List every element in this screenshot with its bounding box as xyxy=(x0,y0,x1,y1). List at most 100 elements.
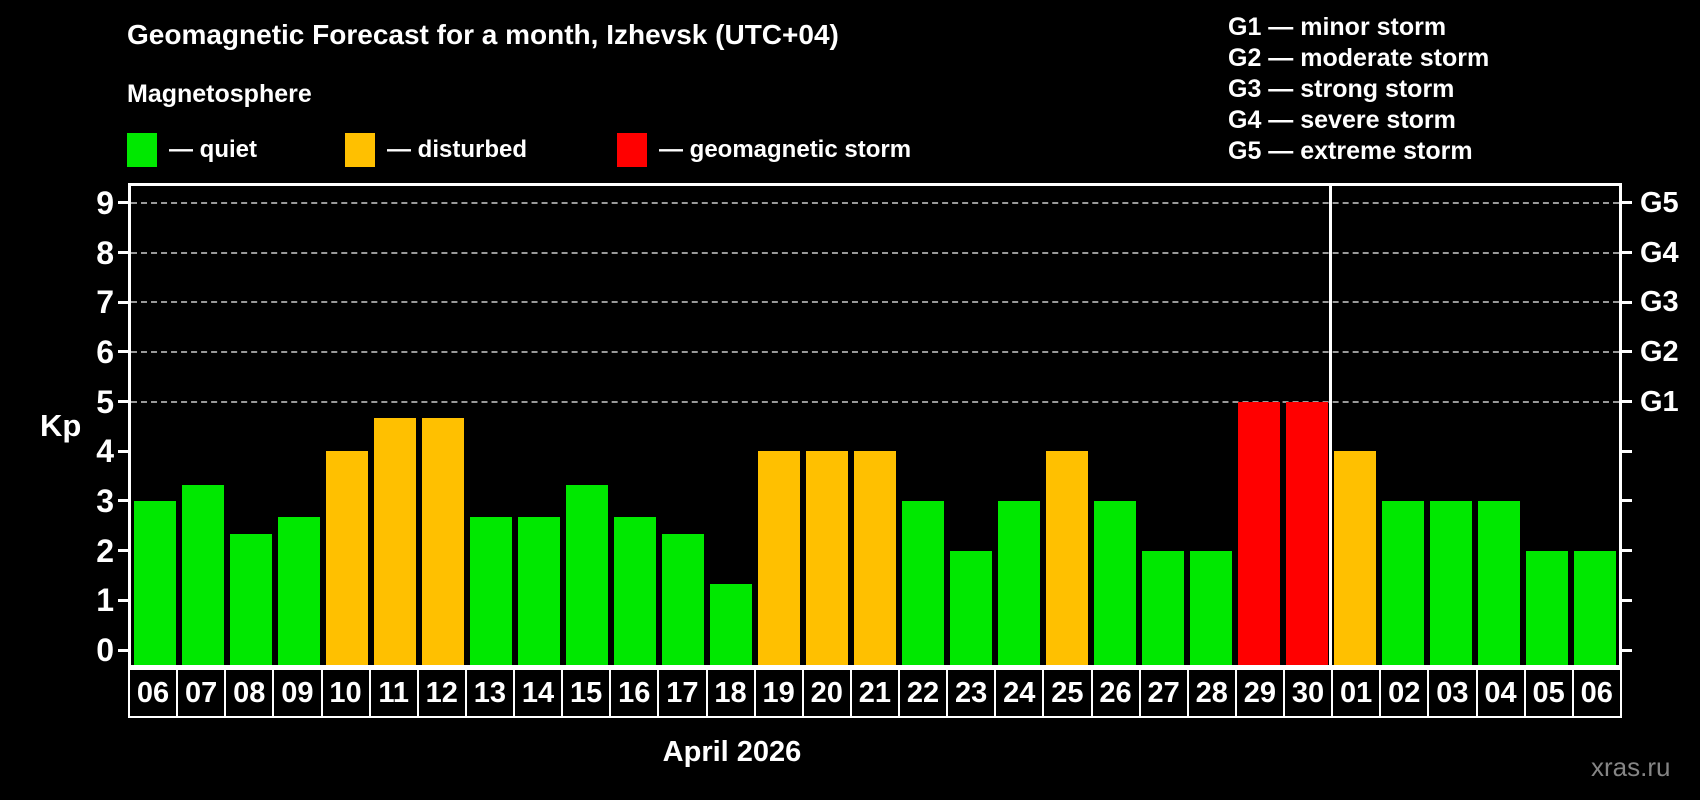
gridline-kp6 xyxy=(131,350,1619,353)
g-scale-legend-line: G3 — strong storm xyxy=(1228,75,1455,103)
y-axis-tick-right-2 xyxy=(1622,549,1632,553)
day-label-11: 11 xyxy=(371,670,419,716)
day-label-07: 07 xyxy=(178,670,227,716)
kp-bar-day-07 xyxy=(182,484,224,665)
y-axis-tick-right-9 xyxy=(1622,201,1632,205)
day-label-22: 22 xyxy=(900,670,949,716)
g-scale-legend-line: G4 — severe storm xyxy=(1228,106,1456,134)
gridline-kp8 xyxy=(131,251,1619,254)
g-scale-legend-line: G2 — moderate storm xyxy=(1228,44,1490,72)
y-axis-tick-right-4 xyxy=(1622,449,1632,453)
y-axis-tick-right-5 xyxy=(1622,400,1632,404)
day-label-29: 29 xyxy=(1237,670,1285,716)
day-label-15: 15 xyxy=(563,670,612,716)
y-axis-tick-left-4 xyxy=(118,449,128,453)
legend-label: — disturbed xyxy=(387,136,528,163)
legend-label: — quiet xyxy=(169,136,257,163)
day-label-08: 08 xyxy=(226,670,275,716)
legend-label: — geomagnetic storm xyxy=(659,136,912,163)
legend-swatch-quiet xyxy=(127,133,157,167)
day-label-24: 24 xyxy=(996,670,1045,716)
day-label-next-05: 05 xyxy=(1526,670,1574,716)
day-label-14: 14 xyxy=(515,670,564,716)
plot-area xyxy=(128,183,1622,668)
kp-bar-day-30 xyxy=(1286,401,1328,665)
y-axis-tick-left-5 xyxy=(118,400,128,404)
kp-bar-day-08 xyxy=(230,534,272,665)
kp-bar-day-03 xyxy=(1430,501,1472,665)
kp-bar-day-14 xyxy=(518,517,560,665)
day-label-06: 06 xyxy=(130,670,179,716)
y-axis-tick-left-0 xyxy=(118,648,128,652)
y-axis-tick-label-5: 5 xyxy=(96,383,114,420)
y-axis-tick-left-8 xyxy=(118,251,128,255)
chart-subtitle: Magnetosphere xyxy=(127,80,312,108)
y-axis-tick-label-0: 0 xyxy=(96,632,114,668)
day-label-next-03: 03 xyxy=(1429,670,1478,716)
g-scale-axis-label-G5: G5 xyxy=(1640,186,1679,219)
g-scale-axis-label-G3: G3 xyxy=(1640,286,1679,319)
y-axis-tick-label-7: 7 xyxy=(96,284,114,321)
y-axis-tick-left-2 xyxy=(118,549,128,553)
y-axis-tick-label-6: 6 xyxy=(96,333,114,370)
y-axis-tick-label-4: 4 xyxy=(96,433,114,470)
day-label-28: 28 xyxy=(1189,670,1237,716)
day-label-30: 30 xyxy=(1285,670,1334,716)
kp-bar-day-01 xyxy=(1334,451,1376,665)
y-axis-label: Kp xyxy=(40,408,82,443)
gridline-kp9 xyxy=(131,201,1619,204)
day-label-26: 26 xyxy=(1093,670,1141,716)
month-separator-line xyxy=(1329,186,1332,665)
kp-bar-day-09 xyxy=(278,517,320,665)
kp-bar-day-06 xyxy=(134,501,176,665)
day-label-16: 16 xyxy=(611,670,660,716)
legend-swatch-storm xyxy=(617,133,647,167)
kp-bar-day-15 xyxy=(566,484,608,665)
kp-bar-day-25 xyxy=(1046,451,1088,665)
day-label-next-02: 02 xyxy=(1381,670,1430,716)
y-axis-tick-left-3 xyxy=(118,499,128,503)
kp-bar-day-20 xyxy=(806,451,848,665)
day-label-20: 20 xyxy=(804,670,852,716)
kp-bar-day-17 xyxy=(662,534,704,665)
y-axis-tick-left-6 xyxy=(118,350,128,354)
kp-bar-day-10 xyxy=(326,451,368,665)
legend-item-storm: — geomagnetic storm xyxy=(617,131,911,169)
gridline-kp7 xyxy=(131,301,1619,304)
kp-bar-day-12 xyxy=(422,418,464,665)
day-label-27: 27 xyxy=(1141,670,1189,716)
kp-bar-day-04 xyxy=(1478,501,1520,665)
kp-bar-day-28 xyxy=(1190,550,1232,665)
kp-bar-day-13 xyxy=(470,517,512,665)
day-label-09: 09 xyxy=(274,670,323,716)
day-label-13: 13 xyxy=(467,670,515,716)
day-label-17: 17 xyxy=(659,670,708,716)
day-label-23: 23 xyxy=(948,670,997,716)
kp-bar-day-11 xyxy=(374,418,416,665)
y-axis-tick-label-2: 2 xyxy=(96,532,114,569)
day-label-next-06: 06 xyxy=(1580,677,1613,709)
status-legend: — quiet — disturbed — geomagnetic storm xyxy=(0,131,1700,169)
y-axis-tick-label-9: 9 xyxy=(96,184,114,221)
chart-title: Geomagnetic Forecast for a month, Izhevs… xyxy=(127,19,839,50)
g-scale-axis-label-G1: G1 xyxy=(1640,385,1679,418)
day-label-21: 21 xyxy=(852,670,900,716)
day-label-19: 19 xyxy=(756,670,804,716)
y-axis-tick-label-3: 3 xyxy=(96,482,114,519)
day-label-next-01: 01 xyxy=(1333,670,1382,716)
y-axis-tick-right-7 xyxy=(1622,300,1632,304)
g-scale-legend-line: G1 — minor storm xyxy=(1228,13,1447,41)
x-axis-month-label: April 2026 xyxy=(662,736,802,768)
kp-bar-day-23 xyxy=(950,550,992,665)
day-label-next-04: 04 xyxy=(1478,670,1526,716)
y-axis-tick-right-0 xyxy=(1622,648,1632,652)
g-scale-legend-line: G5 — extreme storm xyxy=(1228,137,1473,165)
day-label-25: 25 xyxy=(1044,670,1093,716)
y-axis-tick-left-9 xyxy=(118,201,128,205)
day-label-10: 10 xyxy=(323,670,371,716)
plot-inner xyxy=(131,186,1619,665)
kp-bar-day-19 xyxy=(758,451,800,665)
kp-bar-day-24 xyxy=(998,501,1040,665)
y-axis-tick-label-8: 8 xyxy=(96,234,114,271)
day-label-18: 18 xyxy=(708,670,756,716)
